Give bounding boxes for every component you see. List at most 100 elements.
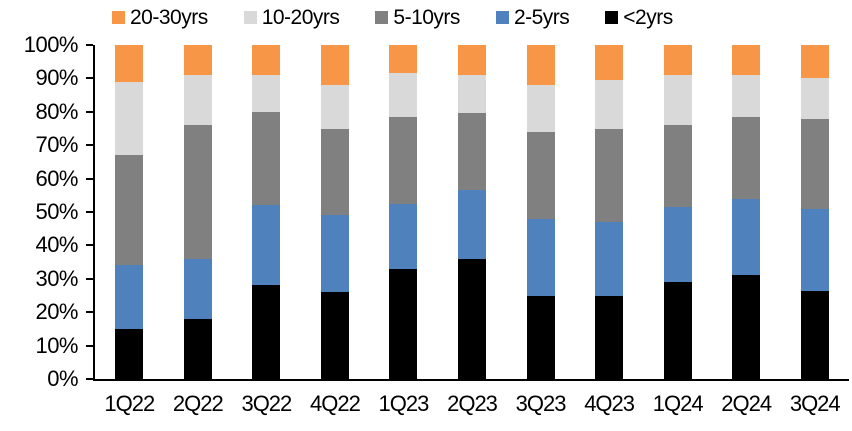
- bar-segment-2Q24-2-5yrs: [732, 198, 761, 276]
- bar-segment-1Q22-<2yrs: [115, 328, 144, 379]
- bar-segment-3Q23-5-10yrs: [526, 131, 555, 219]
- bar-column-4Q22: [301, 45, 370, 379]
- bar-segment-1Q23-5-10yrs: [389, 116, 418, 204]
- y-axis-tick-mark: [86, 211, 93, 213]
- bar-segment-4Q22-2-5yrs: [320, 215, 349, 293]
- bar-segment-2Q23-5-10yrs: [458, 113, 486, 191]
- bar-3Q24: [800, 45, 829, 379]
- bar-segment-2Q24-10-20yrs: [732, 75, 761, 117]
- x-axis-label-3Q22: 3Q22: [241, 391, 292, 416]
- bar-column-1Q22: [95, 45, 164, 379]
- bar-segment-1Q23-2-5yrs: [389, 203, 418, 269]
- bar-segment-1Q24-2-5yrs: [663, 207, 692, 283]
- bar-segment-1Q24-20-30yrs: [663, 45, 692, 76]
- bar-segment-3Q22-10-20yrs: [252, 75, 281, 112]
- bar-segment-3Q24-2-5yrs: [800, 208, 829, 291]
- y-axis-tick-mark: [86, 177, 93, 180]
- bar-segment-3Q24-10-20yrs: [800, 78, 829, 119]
- bar-segment-1Q23-20-30yrs: [389, 45, 418, 74]
- bar-segment-1Q24-10-20yrs: [663, 75, 692, 126]
- bar-segment-1Q23-<2yrs: [389, 268, 418, 379]
- bar-2Q22: [183, 45, 212, 379]
- bar-segment-2Q22-<2yrs: [183, 318, 212, 379]
- bar-segment-2Q22-5-10yrs: [183, 125, 212, 259]
- bar-segment-2Q23-20-30yrs: [458, 45, 486, 76]
- bar-segment-4Q23-10-20yrs: [595, 80, 624, 129]
- y-axis-tick-label: 20%: [35, 299, 78, 325]
- y-axis-tick-label: 50%: [35, 199, 78, 224]
- x-axis-label-3Q24: 3Q24: [789, 391, 841, 416]
- y-axis-tick-mark: [86, 44, 93, 46]
- x-axis-label-1Q23: 1Q23: [378, 391, 430, 416]
- bar-segment-3Q23-20-30yrs: [526, 45, 555, 86]
- legend-swatch-icon: [243, 11, 257, 24]
- y-axis-tick-mark: [86, 311, 93, 314]
- x-axis-label-2Q24: 2Q24: [721, 391, 772, 416]
- bar-segment-3Q22-5-10yrs: [252, 111, 281, 206]
- y-axis-tick-mark: [86, 110, 93, 113]
- x-axis-label-4Q23: 4Q23: [584, 391, 635, 416]
- y-axis-tick-label: 10%: [35, 332, 78, 358]
- bar-2Q24: [732, 45, 761, 379]
- x-axis-label-2Q22: 2Q22: [172, 391, 224, 416]
- bar-segment-1Q22-10-20yrs: [115, 81, 144, 156]
- x-axis-labels: 1Q22 2Q22 3Q22 4Q22 1Q23 2Q23 3Q23 4Q23 1Q24 2Q24…: [95, 391, 849, 417]
- bar-segment-3Q22-<2yrs: [252, 285, 281, 379]
- legend-item-2-5yrs: 2-5yrs: [495, 7, 570, 28]
- y-axis-tick-label: 100%: [23, 32, 79, 57]
- y-axis-tick-mark: [86, 378, 93, 380]
- y-axis-tick-label: 0%: [47, 366, 78, 391]
- bar-segment-1Q22-20-30yrs: [115, 45, 144, 82]
- legend-swatch-icon: [375, 11, 389, 24]
- bar-segment-4Q22-5-10yrs: [320, 128, 349, 216]
- legend-label: <2yrs: [623, 6, 673, 29]
- bar-column-2Q24: [712, 45, 781, 379]
- bar-3Q23: [526, 45, 555, 379]
- bar-segment-4Q23-2-5yrs: [595, 222, 624, 296]
- bar-segment-1Q24-5-10yrs: [663, 125, 692, 207]
- bar-segment-3Q23-2-5yrs: [526, 218, 555, 296]
- chart-legend: 20-30yrs 10-20yrs 5-10yrs 2-5yrs <2yrs: [112, 7, 673, 28]
- bar-segment-3Q23-10-20yrs: [526, 85, 555, 132]
- bar-segment-2Q24-20-30yrs: [732, 45, 761, 76]
- bar-segment-1Q24-<2yrs: [663, 282, 692, 379]
- y-axis-tick-label: 70%: [35, 132, 78, 158]
- bar-segment-2Q24-<2yrs: [732, 275, 761, 379]
- bar-segment-3Q23-<2yrs: [526, 295, 555, 379]
- x-axis-label-4Q22: 4Q22: [310, 391, 361, 416]
- bar-segment-1Q22-5-10yrs: [115, 155, 144, 266]
- legend-item-5-10yrs: 5-10yrs: [375, 7, 460, 28]
- bar-column-2Q23: [438, 45, 507, 379]
- bar-segment-4Q22-20-30yrs: [320, 45, 349, 86]
- legend-label: 5-10yrs: [393, 6, 460, 29]
- bar-segment-3Q22-20-30yrs: [252, 45, 281, 76]
- y-axis-tick-mark: [86, 77, 93, 80]
- legend-swatch-icon: [605, 11, 619, 24]
- bar-1Q23: [389, 45, 418, 379]
- bar-segment-2Q24-5-10yrs: [732, 116, 761, 199]
- bar-1Q22: [115, 45, 144, 379]
- plot-area: [93, 45, 849, 381]
- legend-item-20-30yrs: 20-30yrs: [112, 7, 208, 28]
- y-axis-tick-label: 90%: [35, 65, 78, 91]
- bar-segment-3Q24-5-10yrs: [800, 118, 829, 209]
- y-axis-tick-label: 60%: [35, 165, 78, 191]
- bar-column-3Q23: [506, 45, 575, 379]
- bar-segment-1Q23-10-20yrs: [389, 73, 418, 117]
- bar-segment-3Q22-2-5yrs: [252, 205, 281, 286]
- x-axis-label-1Q24: 1Q24: [652, 391, 704, 416]
- x-axis-label-2Q23: 2Q23: [447, 391, 498, 416]
- y-axis-tick-label: 40%: [35, 232, 78, 258]
- legend-item-<2yrs: <2yrs: [605, 6, 673, 29]
- legend-swatch-icon: [495, 11, 509, 24]
- y-axis-tick-mark: [86, 277, 93, 280]
- bar-column-4Q23: [575, 45, 644, 379]
- bar-4Q22: [320, 45, 349, 379]
- bar-segment-2Q23-10-20yrs: [458, 75, 486, 114]
- legend-item-10-20yrs: 10-20yrs: [243, 7, 340, 28]
- bar-segment-3Q24-<2yrs: [800, 290, 829, 379]
- y-axis-tick-mark: [86, 344, 93, 347]
- bar-column-1Q23: [369, 45, 438, 379]
- x-axis-label-3Q23: 3Q23: [515, 391, 567, 416]
